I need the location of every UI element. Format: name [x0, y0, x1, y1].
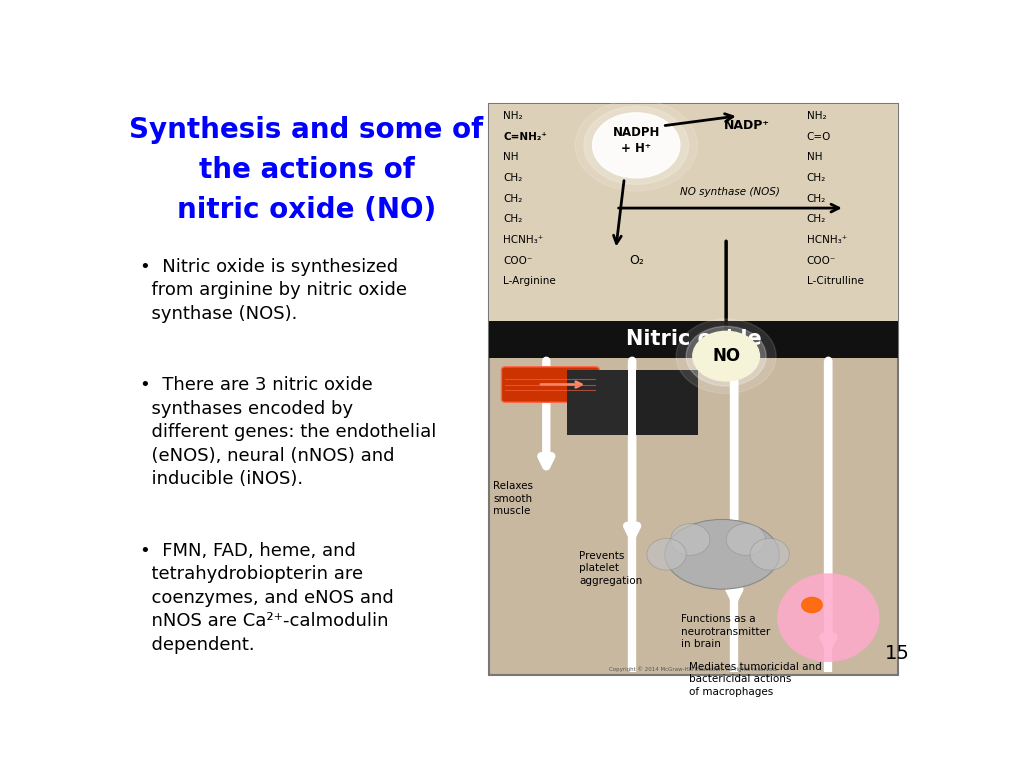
Ellipse shape: [750, 538, 790, 570]
Text: •  Nitric oxide is synthesized
  from arginine by nitric oxide
  synthase (NOS).: • Nitric oxide is synthesized from argin…: [140, 258, 407, 323]
Text: COO⁻: COO⁻: [504, 256, 532, 266]
Text: Mediates tumoricidal and
bactericidal actions
of macrophages: Mediates tumoricidal and bactericidal ac…: [689, 662, 822, 697]
Text: CH₂: CH₂: [807, 214, 825, 224]
FancyBboxPatch shape: [566, 369, 628, 435]
Text: CH₂: CH₂: [807, 194, 825, 204]
Text: Synthesis and some of: Synthesis and some of: [129, 116, 483, 144]
Text: NADP⁺: NADP⁺: [724, 119, 770, 132]
Text: C=NH₂⁺: C=NH₂⁺: [504, 132, 547, 142]
Text: NH: NH: [807, 152, 822, 162]
Text: HCNH₃⁺: HCNH₃⁺: [807, 235, 847, 245]
Text: CH₂: CH₂: [504, 194, 522, 204]
Circle shape: [676, 319, 776, 393]
FancyBboxPatch shape: [489, 321, 898, 358]
Text: COO⁻: COO⁻: [807, 256, 836, 266]
Ellipse shape: [777, 573, 880, 662]
Text: Functions as a
neurotransmitter
in brain: Functions as a neurotransmitter in brain: [681, 614, 770, 649]
Ellipse shape: [647, 538, 686, 570]
Ellipse shape: [671, 524, 710, 555]
Text: Nitric oxide: Nitric oxide: [626, 329, 761, 349]
Text: NH: NH: [504, 152, 519, 162]
Text: L-Arginine: L-Arginine: [504, 276, 556, 286]
Text: NO synthase (NOS): NO synthase (NOS): [680, 187, 780, 197]
FancyBboxPatch shape: [489, 104, 898, 674]
Text: Copyright © 2014 McGraw-Hill Education. All rights reserved.: Copyright © 2014 McGraw-Hill Education. …: [609, 666, 778, 672]
Circle shape: [584, 106, 688, 184]
Text: NO: NO: [712, 347, 740, 365]
Text: the actions of: the actions of: [199, 156, 415, 184]
Circle shape: [686, 326, 766, 386]
Text: 15: 15: [885, 644, 909, 663]
Text: NH₂: NH₂: [504, 111, 523, 121]
FancyBboxPatch shape: [636, 369, 697, 435]
Text: Relaxes
smooth
muscle: Relaxes smooth muscle: [494, 482, 534, 516]
Text: nitric oxide (NO): nitric oxide (NO): [177, 197, 436, 224]
Circle shape: [693, 331, 760, 381]
Text: •  There are 3 nitric oxide
  synthases encoded by
  different genes: the endoth: • There are 3 nitric oxide synthases enc…: [140, 376, 436, 488]
Text: C=O: C=O: [807, 132, 830, 142]
Circle shape: [802, 598, 822, 613]
Text: O₂: O₂: [629, 253, 644, 266]
FancyBboxPatch shape: [489, 104, 898, 321]
FancyBboxPatch shape: [502, 367, 599, 402]
Circle shape: [593, 113, 680, 178]
Text: HCNH₃⁺: HCNH₃⁺: [504, 235, 544, 245]
Text: CH₂: CH₂: [504, 214, 522, 224]
Text: NADPH
+ H⁺: NADPH + H⁺: [612, 126, 659, 155]
Text: CH₂: CH₂: [504, 173, 522, 183]
Text: NH₂: NH₂: [807, 111, 826, 121]
Text: L-Citrulline: L-Citrulline: [807, 276, 863, 286]
Text: Prevents
platelet
aggregation: Prevents platelet aggregation: [579, 551, 642, 586]
Text: CH₂: CH₂: [807, 173, 825, 183]
Text: •  FMN, FAD, heme, and
  tetrahydrobiopterin are
  coenzymes, and eNOS and
  nNO: • FMN, FAD, heme, and tetrahydrobiopteri…: [140, 541, 393, 654]
Circle shape: [575, 100, 697, 191]
Ellipse shape: [665, 519, 779, 589]
Ellipse shape: [726, 524, 766, 555]
